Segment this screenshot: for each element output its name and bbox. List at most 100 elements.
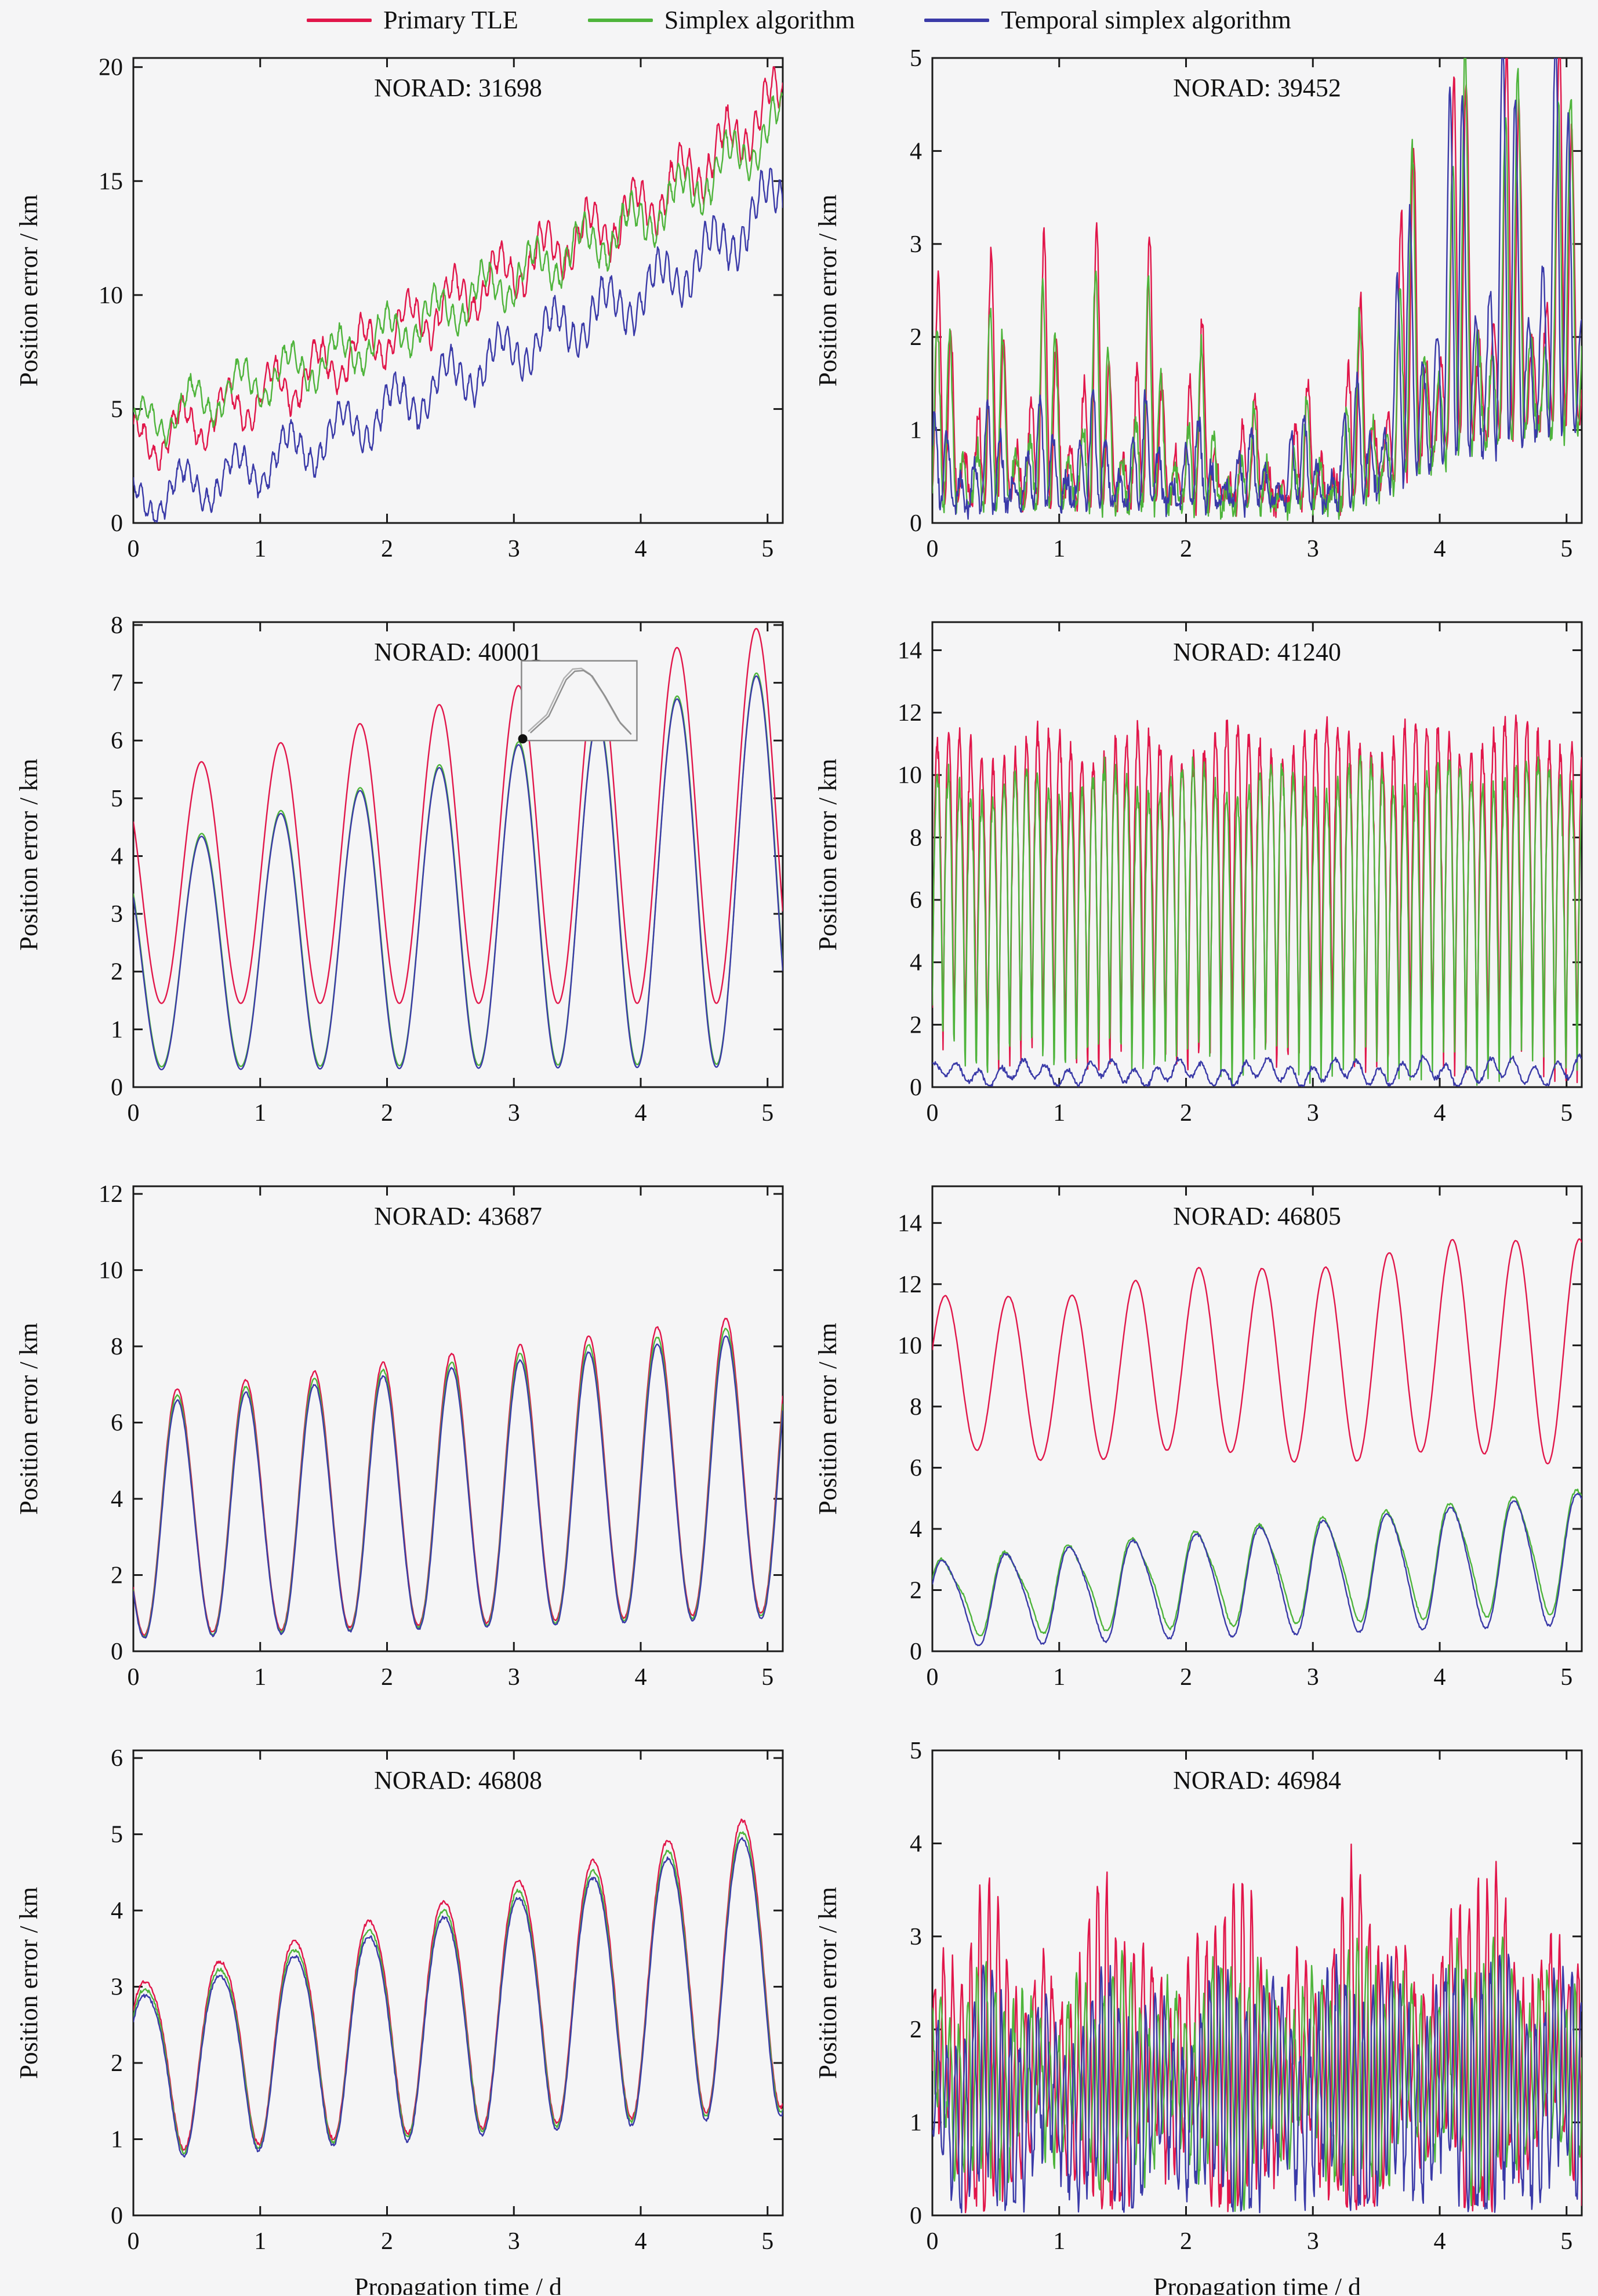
y-tick-label: 1	[910, 417, 922, 444]
y-axis-title: Position error / km	[813, 194, 842, 386]
plot-frame	[931, 1749, 1583, 2217]
plot-title: NORAD: 31698	[374, 74, 542, 102]
x-tick-label: 0	[128, 536, 140, 562]
y-tick-label: 2	[910, 1012, 922, 1038]
legend-label-simplex: Simplex algorithm	[664, 6, 855, 34]
y-axis-title: Position error / km	[813, 758, 842, 950]
series-line-primary-tle	[133, 1818, 783, 2151]
y-tick-label: 2	[111, 2050, 123, 2077]
series-line-primary-tle	[133, 66, 783, 471]
x-tick-label: 2	[381, 536, 393, 562]
x-tick-label: 5	[761, 1664, 773, 1691]
x-tick-label: 4	[635, 536, 647, 562]
y-tick-label: 4	[910, 1516, 922, 1543]
x-tick-label: 0	[128, 1100, 140, 1127]
x-tick-label: 4	[1434, 2228, 1446, 2255]
y-tick-label: 0	[910, 2203, 922, 2229]
y-tick-label: 2	[111, 959, 123, 986]
inset-zoom-curve	[529, 670, 632, 735]
y-tick-label: 0	[111, 1639, 123, 1665]
x-tick-label: 2	[381, 1664, 393, 1691]
plot-frame	[931, 621, 1583, 1088]
x-tick-label: 1	[1053, 1100, 1065, 1127]
plot-frame	[132, 57, 784, 524]
x-axis-title: Propagation time / d	[354, 2273, 562, 2295]
y-tick-label: 5	[910, 1738, 922, 1764]
plot-title: NORAD: 39452	[1173, 74, 1341, 102]
y-tick-label: 2	[910, 2017, 922, 2043]
x-tick-label: 1	[254, 2228, 266, 2255]
x-tick-label: 1	[1053, 2228, 1065, 2255]
x-tick-label: 4	[1434, 536, 1446, 562]
x-tick-label: 3	[508, 2228, 520, 2255]
y-tick-label: 4	[910, 138, 922, 165]
y-tick-label: 6	[111, 728, 123, 754]
series-group	[133, 628, 783, 1070]
x-tick-label: 4	[1434, 1100, 1446, 1127]
y-tick-label: 4	[910, 950, 922, 976]
inset-marker-dot	[518, 734, 528, 744]
series-group	[932, 58, 1582, 521]
y-tick-label: 0	[111, 2203, 123, 2229]
x-tick-label: 2	[381, 1100, 393, 1127]
y-tick-label: 12	[898, 1271, 922, 1298]
x-tick-label: 1	[1053, 1664, 1065, 1691]
x-tick-label: 5	[1560, 536, 1572, 562]
x-tick-label: 3	[1307, 536, 1319, 562]
x-tick-label: 5	[1560, 2228, 1572, 2255]
series-line-simplex-algorithm	[932, 58, 1582, 521]
y-tick-label: 7	[111, 670, 123, 697]
y-tick-label: 0	[910, 1639, 922, 1665]
series-line-simplex-algorithm	[133, 92, 783, 448]
inset-zoom-box	[521, 660, 638, 742]
y-tick-label: 4	[111, 1486, 123, 1513]
chart-panel-46984: 0 1 2 3 4 5 0 1 2 3 4 5 NORAD: 46984 Position error /…	[813, 1738, 1583, 2295]
y-tick-label: 4	[111, 1898, 123, 1924]
series-group	[932, 714, 1582, 1087]
x-tick-label: 5	[761, 2228, 773, 2255]
x-tick-label: 3	[508, 1664, 520, 1691]
series-line-temporal-simplex-algorithm	[932, 1492, 1582, 1647]
x-tick-label: 1	[1053, 536, 1065, 562]
y-axis-title: Position error / km	[14, 758, 43, 950]
series-group	[932, 1238, 1582, 1647]
x-axis-title: Propagation time / d	[1153, 2273, 1361, 2295]
y-tick-label: 15	[99, 168, 123, 195]
y-tick-label: 2	[910, 324, 922, 351]
series-group	[133, 1818, 783, 2158]
legend-item-temporal-simplex: Temporal simplex algorithm	[924, 8, 1291, 33]
y-tick-label: 1	[111, 2127, 123, 2153]
y-tick-label: 20	[99, 55, 123, 81]
y-axis-title: Position error / km	[14, 1887, 43, 2079]
legend-label-temporal-simplex: Temporal simplex algorithm	[1001, 6, 1291, 34]
x-tick-label: 1	[254, 536, 266, 562]
legend-label-primary-tle: Primary TLE	[383, 6, 518, 34]
y-tick-label: 0	[111, 1074, 123, 1101]
series-line-simplex-algorithm	[932, 1488, 1582, 1637]
y-tick-label: 0	[910, 510, 922, 537]
y-tick-label: 14	[898, 1210, 922, 1237]
plot-title: NORAD: 41240	[1173, 638, 1341, 666]
x-tick-label: 2	[1180, 1100, 1192, 1127]
y-tick-label: 6	[111, 1745, 123, 1772]
y-tick-label: 8	[111, 1334, 123, 1360]
series-group	[133, 1317, 783, 1639]
y-tick-label: 8	[111, 612, 123, 639]
series-line-temporal-simplex-algorithm	[133, 1335, 783, 1639]
y-tick-label: 10	[99, 282, 123, 309]
y-axis-title: Position error / km	[813, 1323, 842, 1514]
legend: Primary TLE Simplex algorithm Temporal s…	[0, 0, 1598, 38]
y-tick-label: 8	[910, 1394, 922, 1421]
x-tick-label: 0	[128, 2228, 140, 2255]
y-axis-title: Position error / km	[14, 1323, 43, 1514]
simplex-line-sample-icon	[587, 19, 653, 22]
series-line-primary-tle	[932, 1238, 1582, 1465]
y-tick-label: 2	[910, 1577, 922, 1604]
x-tick-label: 0	[927, 1664, 939, 1691]
y-axis-title: Position error / km	[813, 1887, 842, 2079]
series-line-temporal-simplex-algorithm	[133, 1837, 783, 2158]
plot-frame	[132, 621, 784, 1088]
x-tick-label: 3	[508, 536, 520, 562]
